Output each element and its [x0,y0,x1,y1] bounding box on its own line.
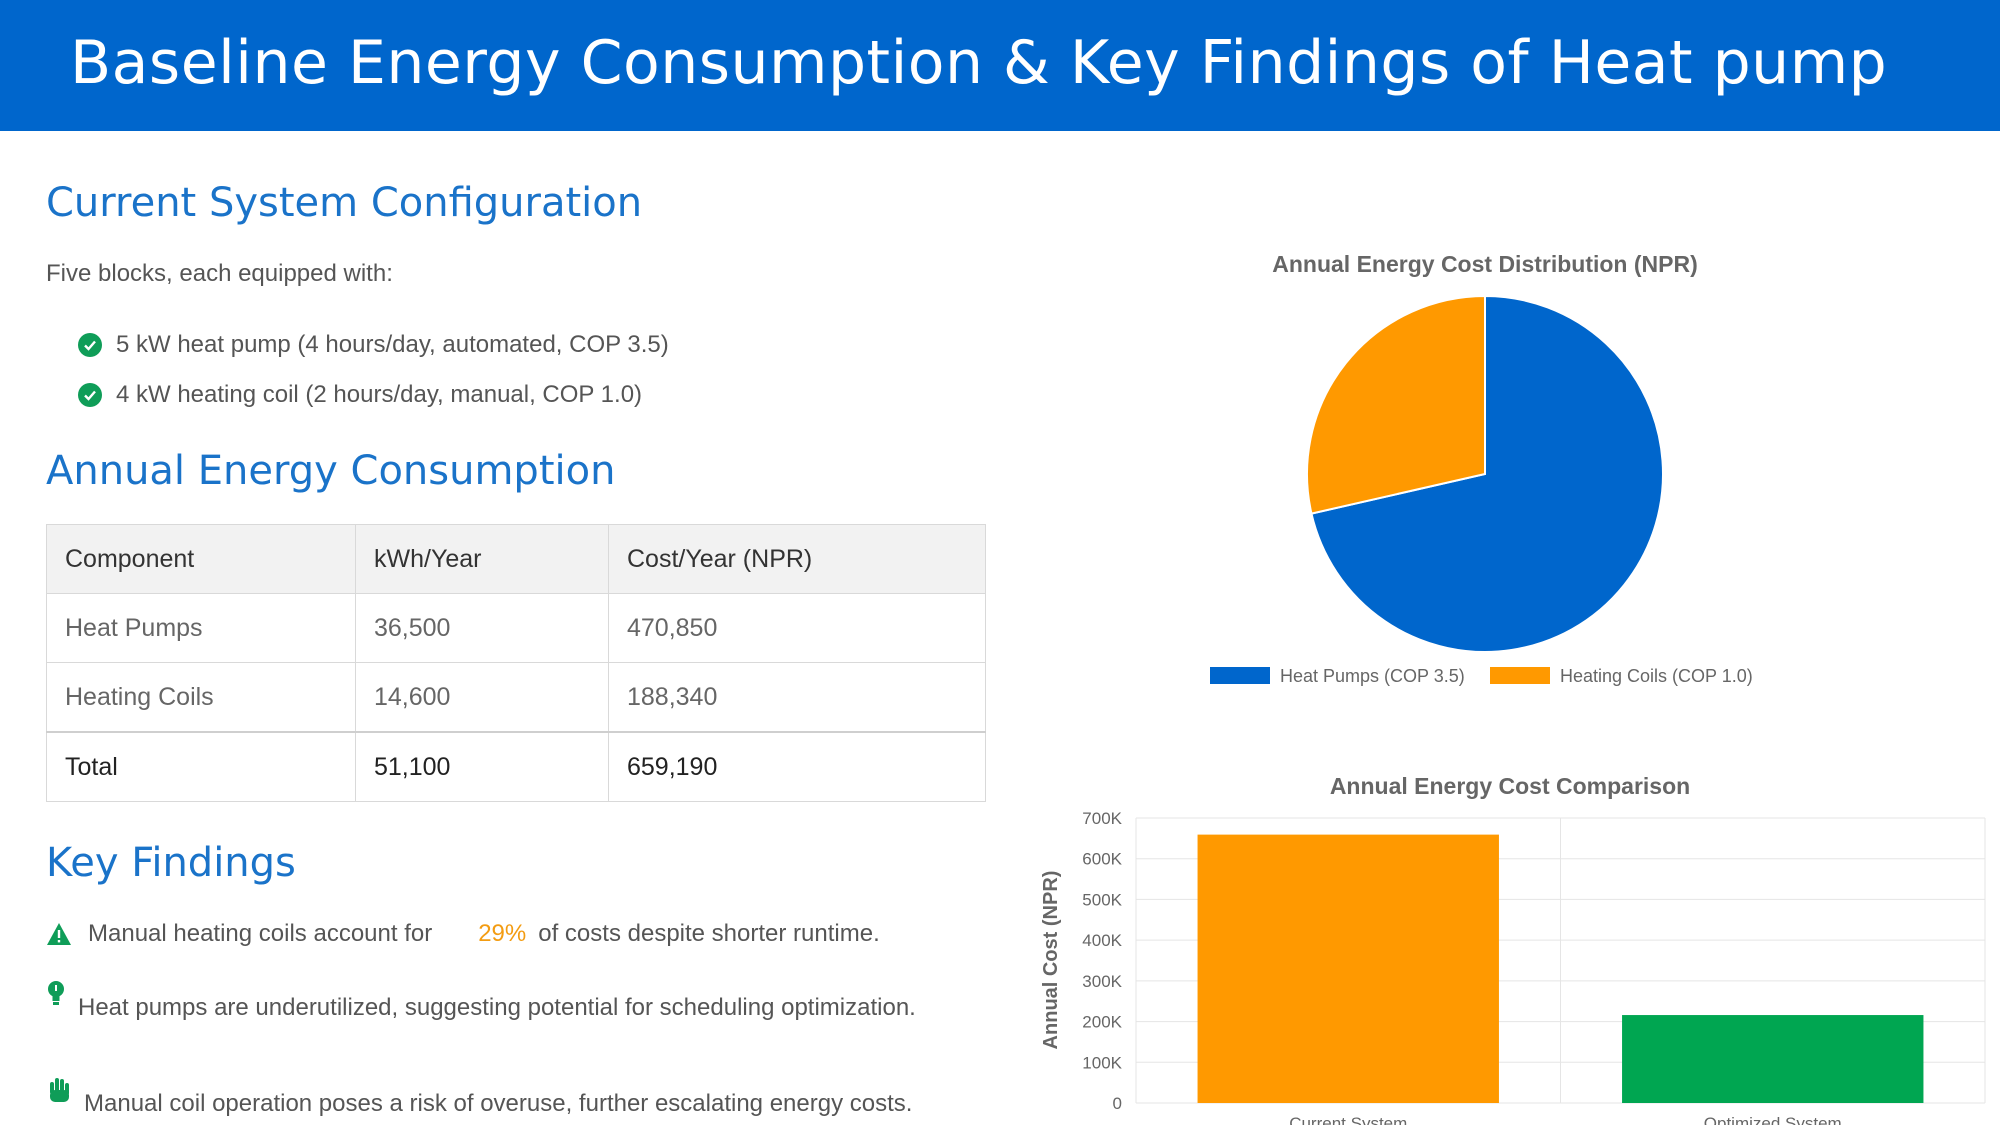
finding-text: Manual coil operation poses a risk of ov… [84,1090,913,1117]
y-tick-label: 600K [1082,850,1122,869]
config-section-title: Current System Configuration [46,180,643,226]
legend-swatch [1210,667,1270,684]
finding-item: Heat pumps are underutilized, suggesting… [46,981,916,1022]
y-tick-label: 0 [1113,1094,1122,1113]
consumption-table: Component kWh/Year Cost/Year (NPR) Heat … [46,524,986,802]
table-cell: Heating Coils [46,662,356,733]
table-cell: 14,600 [355,662,609,733]
table-cell: Total [46,731,356,802]
consumption-table-wrapper: Component kWh/Year Cost/Year (NPR) Heat … [46,524,986,802]
pie-slice [1306,294,1486,515]
bar [1622,1015,1924,1103]
check-circle-icon [78,383,102,407]
table-cell: 470,850 [608,593,986,663]
finding-item: Manual heating coils account for 29% of … [46,920,880,948]
table-header-row: Component kWh/Year Cost/Year (NPR) [46,524,986,594]
page-title: Baseline Energy Consumption & Key Findin… [70,28,1888,98]
legend-label: Heating Coils (COP 1.0) [1560,666,1753,686]
column-header: kWh/Year [355,524,609,594]
x-tick-label: Current System [1289,1114,1407,1125]
legend-label: Heat Pumps (COP 3.5) [1280,666,1465,686]
bar-chart-title: Annual Energy Cost Comparison [1330,773,1690,799]
bar [1197,834,1499,1103]
table-row: Heat Pumps 36,500 470,850 [46,593,986,663]
y-tick-label: 200K [1082,1013,1122,1032]
config-item-text: 5 kW heat pump (4 hours/day, automated, … [116,331,669,358]
config-item: 4 kW heating coil (2 hours/day, manual, … [78,370,669,420]
cost-distribution-pie-chart: Annual Energy Cost Distribution (NPR) He… [1210,251,1753,686]
table-cell: 188,340 [608,662,986,733]
y-tick-label: 400K [1082,931,1122,950]
header-bar: Baseline Energy Consumption & Key Findin… [0,0,2000,131]
table-row: Heating Coils 14,600 188,340 [46,662,986,733]
config-item-text: 4 kW heating coil (2 hours/day, manual, … [116,381,643,408]
lightbulb-icon [46,980,66,1008]
check-circle-icon [78,333,102,357]
y-tick-label: 500K [1082,890,1122,909]
finding-text: of costs despite shorter runtime. [538,920,880,947]
finding-accent-value: 29% [478,920,527,947]
config-list: 5 kW heat pump (4 hours/day, automated, … [78,320,669,420]
pie-slice [1310,294,1664,653]
cost-comparison-bar-chart: Annual Energy Cost Comparison Annual Cos… [1040,773,1986,1125]
x-tick-label: Optimized System [1704,1114,1842,1125]
table-cell: 51,100 [355,731,609,802]
hand-icon [46,1076,72,1104]
finding-item: Manual coil operation poses a risk of ov… [46,1078,913,1118]
warning-icon [46,922,72,946]
y-tick-label: 100K [1082,1053,1122,1072]
bar-chart-y-axis-title: Annual Cost (NPR) [1040,871,1062,1050]
y-tick-label: 300K [1082,972,1122,991]
table-cell-total-cost: 659,190 [608,731,986,802]
column-header: Cost/Year (NPR) [608,524,986,594]
pie-chart-title: Annual Energy Cost Distribution (NPR) [1272,251,1698,277]
consumption-section-title: Annual Energy Consumption [46,448,616,494]
y-tick-label: 700K [1082,809,1122,828]
finding-text: Manual heating coils account for [88,920,433,947]
table-total-row: Total 51,100 659,190 [46,731,986,802]
config-item: 5 kW heat pump (4 hours/day, automated, … [78,320,669,370]
table-cell: 36,500 [355,593,609,663]
findings-section-title: Key Findings [46,840,296,886]
config-intro: Five blocks, each equipped with: [46,260,393,287]
table-cell: Heat Pumps [46,593,356,663]
column-header: Component [46,524,356,594]
legend-swatch [1490,667,1550,684]
finding-text: Heat pumps are underutilized, suggesting… [78,994,916,1021]
